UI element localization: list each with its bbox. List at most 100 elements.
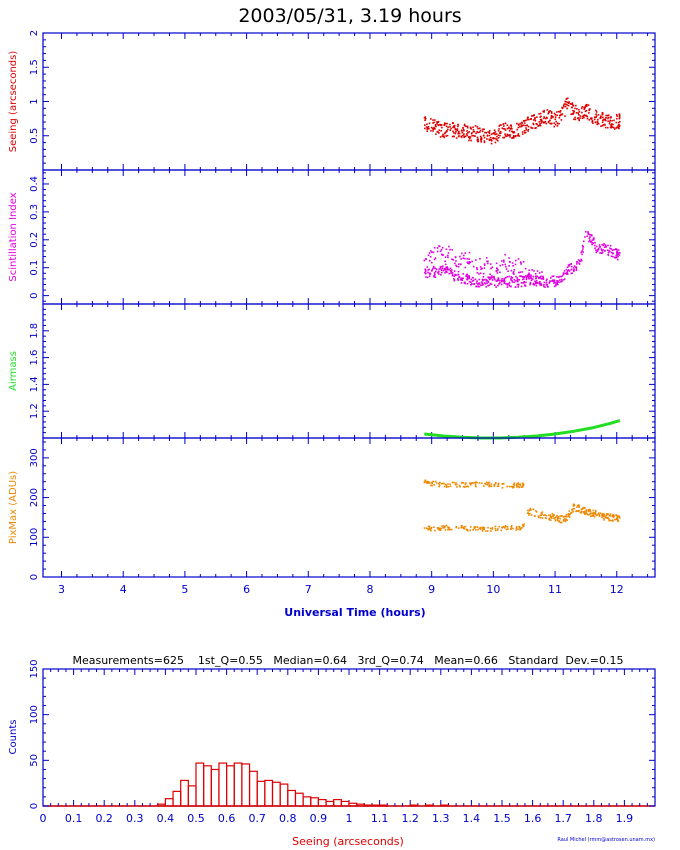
histogram-bar <box>172 790 182 807</box>
scint-point <box>433 258 436 261</box>
scint-point <box>517 286 519 288</box>
scint-point <box>587 233 589 235</box>
seeing-point <box>618 120 621 123</box>
scint-point <box>485 280 488 282</box>
seeing-point <box>432 119 434 121</box>
seeing-point <box>618 113 621 115</box>
seeing-point <box>434 128 436 130</box>
scint-point <box>499 264 501 267</box>
scint-point <box>477 282 480 285</box>
pixmax-point <box>595 514 598 517</box>
pixmax-point <box>443 482 445 485</box>
scint-point <box>452 259 455 261</box>
seeing-point <box>525 129 528 131</box>
seeing-point <box>490 138 493 141</box>
pixmax-point <box>510 526 513 528</box>
pixmax-point <box>548 517 551 520</box>
pixmax-point <box>523 523 525 526</box>
pixmax-point <box>463 527 466 530</box>
seeing-point <box>443 122 446 124</box>
pixmax-point <box>556 516 559 518</box>
seeing-point <box>582 115 585 117</box>
seeing-point <box>536 116 538 118</box>
pixmax-point <box>588 513 591 516</box>
scint-point <box>557 280 559 282</box>
scint-point <box>509 285 512 288</box>
scint-point <box>450 270 453 273</box>
pixmax-point <box>592 509 595 512</box>
pixmax-point <box>474 485 477 488</box>
seeing-point <box>535 127 537 129</box>
histogram-stats: Measurements=625 1st_Q=0.55 Median=0.64 … <box>72 654 623 667</box>
pixmax-point <box>486 530 489 532</box>
seeing-point <box>607 120 609 122</box>
pixmax-point <box>616 516 619 519</box>
scint-point <box>471 280 474 282</box>
seeing-point <box>445 125 448 128</box>
seeing-point <box>564 100 567 103</box>
scint-point <box>432 265 435 268</box>
scint-point <box>599 246 601 248</box>
pixmax-point <box>434 529 436 532</box>
scint-point <box>507 270 509 273</box>
scint-point <box>591 239 594 241</box>
scint-point <box>481 282 484 285</box>
seeing-point <box>498 125 501 127</box>
pixmax-point <box>494 483 497 485</box>
scint-point <box>444 267 446 270</box>
pixmax-point <box>585 510 588 512</box>
histogram-bar <box>363 804 373 807</box>
scint-point <box>486 260 488 263</box>
scint-point <box>573 265 576 267</box>
pixmax-point <box>530 514 533 516</box>
scint-point <box>512 272 515 274</box>
scint-point <box>552 275 555 277</box>
y-tick-label: 0.3 <box>29 204 40 220</box>
seeing-point <box>443 135 445 137</box>
scint-point <box>486 282 488 284</box>
scint-point <box>563 278 566 280</box>
scint-point <box>436 247 439 249</box>
scint-point <box>430 270 433 272</box>
seeing-point <box>596 120 599 123</box>
seeing-point <box>550 112 553 114</box>
pixmax-point <box>476 481 478 484</box>
scint-point <box>528 272 530 275</box>
seeing-point <box>539 123 541 125</box>
scint-point <box>478 283 481 285</box>
scint-point <box>608 250 610 252</box>
histogram-bar <box>333 799 342 807</box>
seeing-point <box>607 117 609 120</box>
pixmax-point <box>549 516 552 518</box>
seeing-point <box>463 124 466 127</box>
seeing-point <box>496 138 498 140</box>
seeing-point <box>543 116 545 118</box>
seeing-point <box>499 130 502 133</box>
scint-point <box>616 252 619 254</box>
pixmax-point <box>488 481 491 484</box>
pixmax-point <box>485 530 487 532</box>
x-tick-label: 9 <box>428 583 435 596</box>
scint-point <box>468 275 471 277</box>
pixmax-point <box>599 512 602 514</box>
scint-point <box>491 266 494 269</box>
seeing-point <box>486 135 489 137</box>
pixmax-point <box>449 485 452 488</box>
seeing-point <box>577 112 580 114</box>
seeing-point <box>539 112 542 115</box>
seeing-point <box>543 121 546 124</box>
pixmax-point <box>604 515 607 517</box>
scint-point <box>460 282 463 284</box>
scint-point <box>553 282 555 284</box>
pixmax-point <box>569 512 572 514</box>
seeing-point <box>494 131 497 133</box>
pixmax-point <box>616 517 618 519</box>
x-tick-label: 1.5 <box>493 812 511 825</box>
pixmax-point <box>478 482 481 484</box>
scint-point <box>483 263 486 265</box>
pixmax-point <box>529 512 531 515</box>
pixmax-point <box>562 520 565 522</box>
scint-point <box>516 283 519 286</box>
seeing-point <box>600 125 602 128</box>
